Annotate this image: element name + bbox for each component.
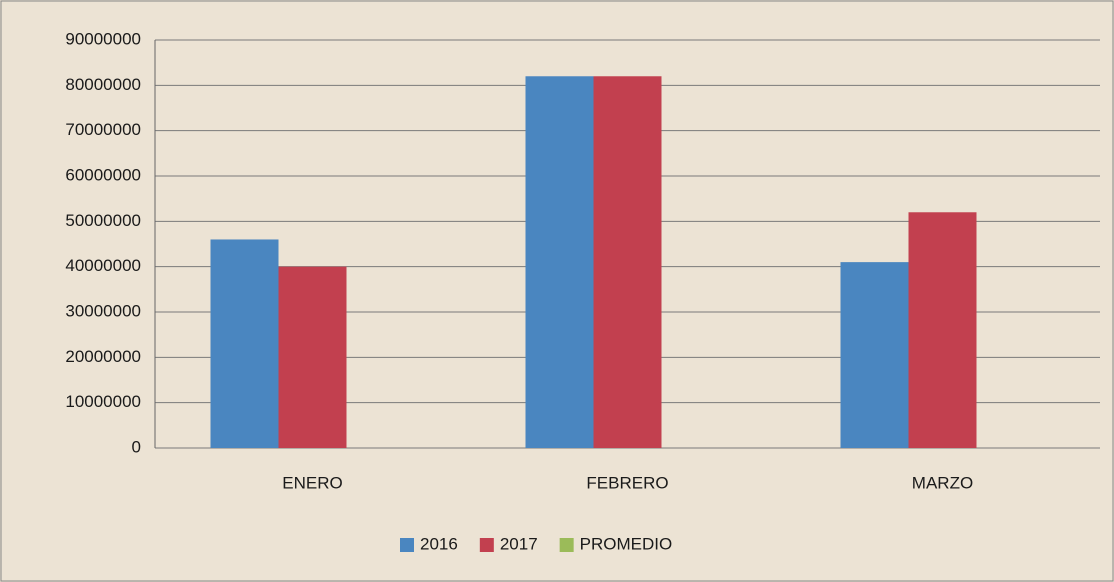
y-tick-label: 80000000: [65, 75, 141, 94]
bar: [908, 212, 977, 448]
legend-swatch: [559, 538, 574, 552]
bar: [210, 239, 279, 448]
y-tick-label: 50000000: [65, 211, 141, 230]
legend-label: 2017: [500, 534, 538, 553]
bar: [278, 266, 347, 448]
x-tick-label: FEBRERO: [586, 473, 668, 492]
y-tick-label: 0: [132, 437, 141, 456]
y-tick-label: 20000000: [65, 347, 141, 366]
bar: [525, 76, 594, 449]
bar: [840, 262, 909, 448]
y-tick-label: 90000000: [65, 29, 141, 48]
legend-swatch: [400, 538, 414, 552]
y-tick-label: 60000000: [65, 165, 141, 184]
y-tick-label: 30000000: [65, 301, 141, 320]
y-tick-label: 10000000: [65, 392, 141, 411]
legend-swatch: [479, 538, 494, 552]
bar: [593, 76, 662, 449]
y-tick-label: 70000000: [65, 120, 141, 139]
x-tick-label: ENERO: [282, 473, 342, 492]
legend-label: 2016: [420, 534, 458, 553]
y-tick-label: 40000000: [65, 256, 141, 275]
x-tick-label: MARZO: [912, 473, 973, 492]
legend-label: PROMEDIO: [580, 534, 673, 553]
